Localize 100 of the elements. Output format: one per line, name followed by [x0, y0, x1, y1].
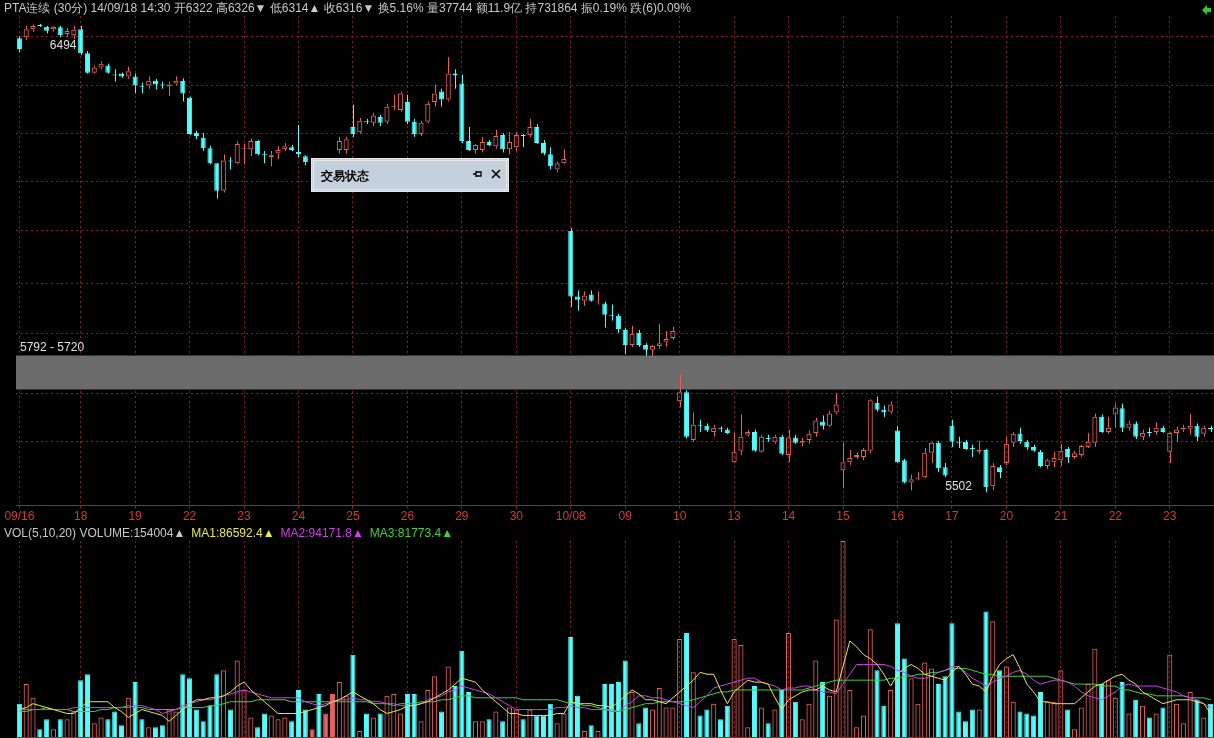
bar: [466, 691, 472, 737]
chart-title: VOL(5,10,20) VOLUME:154004▲: [4, 526, 186, 540]
candlestick: [602, 301, 608, 329]
bar: [323, 713, 329, 737]
bar: [132, 682, 138, 737]
candlestick: [500, 132, 506, 153]
bar: [765, 723, 771, 737]
candlestick: [935, 440, 941, 473]
bar: [881, 705, 887, 737]
text: MA2:94171.8▲: [280, 526, 364, 540]
x-tick-label: 13: [727, 509, 742, 524]
annotation: 交易状态: [321, 168, 369, 185]
bar: [200, 721, 206, 737]
text: MA1:86592.4▲: [191, 526, 275, 540]
candlestick: [84, 50, 91, 75]
bar: [84, 674, 91, 737]
bar: [643, 707, 649, 737]
bar: [180, 674, 186, 737]
bar: [949, 623, 955, 737]
bar: [1024, 713, 1030, 737]
bar: [364, 713, 370, 737]
bar: [602, 684, 608, 737]
bar: [963, 721, 969, 737]
x-tick-label: 10: [672, 509, 687, 524]
x-tick-label: 20: [999, 509, 1014, 524]
x-tick-label: 30: [509, 509, 524, 524]
x-tick-label: 17: [945, 509, 959, 524]
bar: [717, 719, 724, 737]
candlestick: [207, 145, 213, 165]
chart-title: PTA连续 (30分) 14/09/18 14:30 开6322 高6326▼ 低6314▲ 收6316▼ 换5.16% 量37744 额11.9亿 持731864 振0.19% 跌(6)0.09%: [4, 1, 691, 15]
bar: [187, 678, 193, 737]
bar: [575, 695, 581, 737]
x-tick-label: 24: [291, 509, 306, 524]
bar: [636, 723, 642, 737]
bar: [1017, 711, 1023, 737]
bar: [112, 711, 118, 737]
bar: [779, 689, 785, 737]
bar: [207, 705, 213, 737]
candlestick: [575, 289, 581, 312]
bar: [1037, 691, 1043, 737]
bar: [956, 711, 962, 737]
bar: [377, 713, 383, 737]
x-tick-label: 29: [455, 509, 469, 524]
candlestick: [180, 77, 186, 102]
candlestick: [751, 429, 758, 453]
x-tick-label: 21: [1054, 509, 1068, 524]
bar: [57, 719, 63, 737]
bar: [935, 684, 941, 737]
candlestick: [404, 94, 410, 125]
bar: [1119, 682, 1125, 737]
candlestick: [350, 104, 356, 138]
dialog-box: 交易状态: [311, 158, 509, 192]
bar: [724, 705, 730, 737]
x-tick-label: 22: [1108, 509, 1123, 524]
annotation: 5502: [945, 478, 973, 493]
bar: [302, 709, 308, 737]
bar: [44, 719, 50, 737]
x-tick-label: 25: [346, 509, 360, 524]
bar: [459, 650, 465, 737]
x-tick-label: 22: [182, 509, 197, 524]
x-tick-label: 09: [618, 509, 633, 524]
bar: [540, 715, 547, 737]
x-tick-label: 26: [400, 509, 415, 524]
candlestick: [779, 434, 785, 456]
candlestick: [901, 458, 907, 484]
bar: [1031, 715, 1037, 737]
annotation: 6494: [49, 38, 77, 53]
candlestick: [534, 123, 540, 145]
x-tick-label: 16: [890, 509, 905, 524]
band-label: 5792 - 5720: [20, 339, 85, 354]
candlestick: [1099, 413, 1105, 434]
bar: [622, 660, 628, 737]
candlestick: [547, 146, 553, 170]
x-tick-label: 14: [781, 509, 796, 524]
bar: [404, 693, 410, 737]
candlestick: [132, 73, 138, 94]
bar: [704, 709, 710, 737]
x-tick-label: 18: [73, 509, 88, 524]
text: MA3:81773.4▲: [369, 526, 454, 540]
bar: [894, 623, 901, 737]
bar: [78, 680, 84, 737]
x-tick-label: 23: [237, 509, 252, 524]
x-tick-label: 19: [128, 509, 143, 524]
candlestick: [949, 419, 955, 448]
x-tick-label: 23: [1163, 509, 1177, 524]
bar: [16, 703, 22, 737]
candlestick: [1119, 403, 1125, 433]
bar: [942, 676, 948, 737]
bar: [411, 693, 417, 737]
bar: [609, 684, 615, 737]
bar: [568, 637, 574, 737]
bar: [588, 725, 594, 737]
bar: [615, 682, 621, 737]
bar: [751, 686, 758, 737]
x-tick-label: 10/08: [555, 509, 587, 524]
x-tick-label: 09/16: [4, 509, 35, 524]
x-tick-label: 15: [836, 509, 851, 524]
candlestick: [78, 25, 84, 56]
bar: [329, 693, 336, 737]
bar: [118, 725, 125, 737]
